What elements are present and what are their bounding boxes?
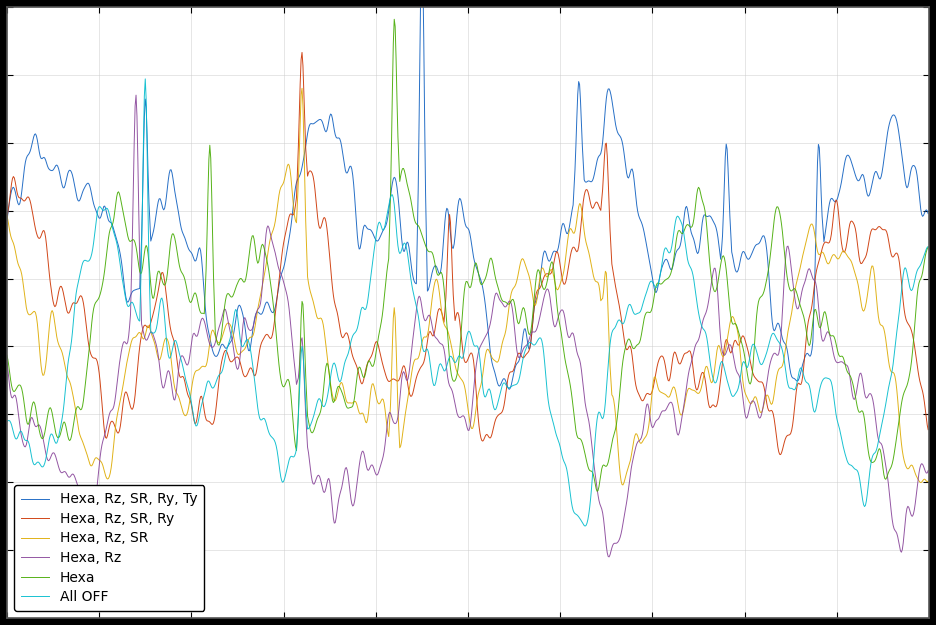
Hexa xyxy=(739,348,750,355)
Hexa, Rz xyxy=(722,346,733,354)
All OFF xyxy=(1,418,12,425)
Hexa, Rz xyxy=(130,91,141,99)
Line: Hexa, Rz: Hexa, Rz xyxy=(7,95,929,557)
Hexa xyxy=(95,288,107,295)
Hexa, Rz, SR xyxy=(297,84,308,92)
All OFF xyxy=(636,306,647,313)
All OFF xyxy=(722,376,733,384)
Hexa, Rz, SR, Ry, Ty xyxy=(739,248,750,255)
Hexa, Rz, SR, Ry xyxy=(738,332,749,339)
Hexa, Rz xyxy=(95,447,107,454)
Hexa, Rz, SR, Ry, Ty xyxy=(722,146,733,153)
Hexa, Rz, SR, Ry xyxy=(374,351,386,358)
All OFF xyxy=(374,220,386,228)
Hexa, Rz, SR, Ry, Ty xyxy=(373,234,385,242)
Line: Hexa, Rz, SR: Hexa, Rz, SR xyxy=(7,88,929,485)
Hexa xyxy=(923,243,934,251)
Hexa, Rz, SR, Ry xyxy=(1,213,12,221)
Hexa xyxy=(636,331,647,339)
Hexa, Rz, SR xyxy=(408,359,419,367)
Line: Hexa, Rz, SR, Ry: Hexa, Rz, SR, Ry xyxy=(7,52,929,454)
Hexa, Rz, SR, Ry xyxy=(297,49,308,56)
Hexa, Rz, SR, Ry xyxy=(635,394,646,402)
Hexa xyxy=(722,275,733,282)
All OFF xyxy=(739,357,750,365)
Hexa xyxy=(592,488,603,495)
Hexa, Rz, SR xyxy=(1,212,12,219)
Hexa xyxy=(373,328,385,335)
Hexa, Rz, SR xyxy=(923,478,934,485)
Hexa, Rz, SR xyxy=(95,458,107,466)
Hexa, Rz xyxy=(636,434,647,441)
Hexa xyxy=(1,351,12,359)
All OFF xyxy=(923,243,934,251)
Hexa xyxy=(388,16,400,23)
Hexa, Rz xyxy=(923,467,934,474)
Hexa, Rz, SR xyxy=(636,439,647,447)
Hexa, Rz xyxy=(408,329,419,337)
Hexa xyxy=(408,212,419,219)
Hexa, Rz, SR, Ry, Ty xyxy=(923,210,934,217)
Legend: Hexa, Rz, SR, Ry, Ty, Hexa, Rz, SR, Ry, Hexa, Rz, SR, Hexa, Rz, Hexa, All OFF: Hexa, Rz, SR, Ry, Ty, Hexa, Rz, SR, Ry, … xyxy=(14,486,204,611)
Line: Hexa: Hexa xyxy=(7,19,929,491)
Hexa, Rz, SR, Ry, Ty xyxy=(1,217,12,224)
All OFF xyxy=(95,204,107,211)
Hexa, Rz, SR xyxy=(722,337,733,344)
Hexa, Rz, SR, Ry, Ty xyxy=(95,213,107,220)
All OFF xyxy=(139,75,151,82)
Hexa, Rz, SR, Ry, Ty xyxy=(407,271,418,279)
Hexa, Rz, SR xyxy=(618,481,629,489)
Hexa, Rz, SR, Ry xyxy=(408,386,419,394)
All OFF xyxy=(408,291,419,298)
Hexa, Rz xyxy=(604,553,615,561)
Hexa, Rz, SR, Ry xyxy=(923,426,934,433)
Hexa, Rz, SR, Ry xyxy=(721,336,732,343)
Line: Hexa, Rz, SR, Ry, Ty: Hexa, Rz, SR, Ry, Ty xyxy=(7,0,929,389)
Hexa, Rz xyxy=(374,462,386,470)
Hexa, Rz xyxy=(739,401,750,409)
Line: All OFF: All OFF xyxy=(7,79,929,526)
Hexa, Rz, SR, Ry, Ty xyxy=(636,218,647,226)
Hexa, Rz, SR xyxy=(739,383,750,391)
Hexa, Rz, SR xyxy=(374,399,386,406)
Hexa, Rz xyxy=(1,359,12,366)
Hexa, Rz, SR, Ry xyxy=(95,388,107,395)
Hexa, Rz, SR, Ry, Ty xyxy=(504,386,515,393)
All OFF xyxy=(579,522,591,530)
Hexa, Rz, SR, Ry xyxy=(775,451,786,458)
